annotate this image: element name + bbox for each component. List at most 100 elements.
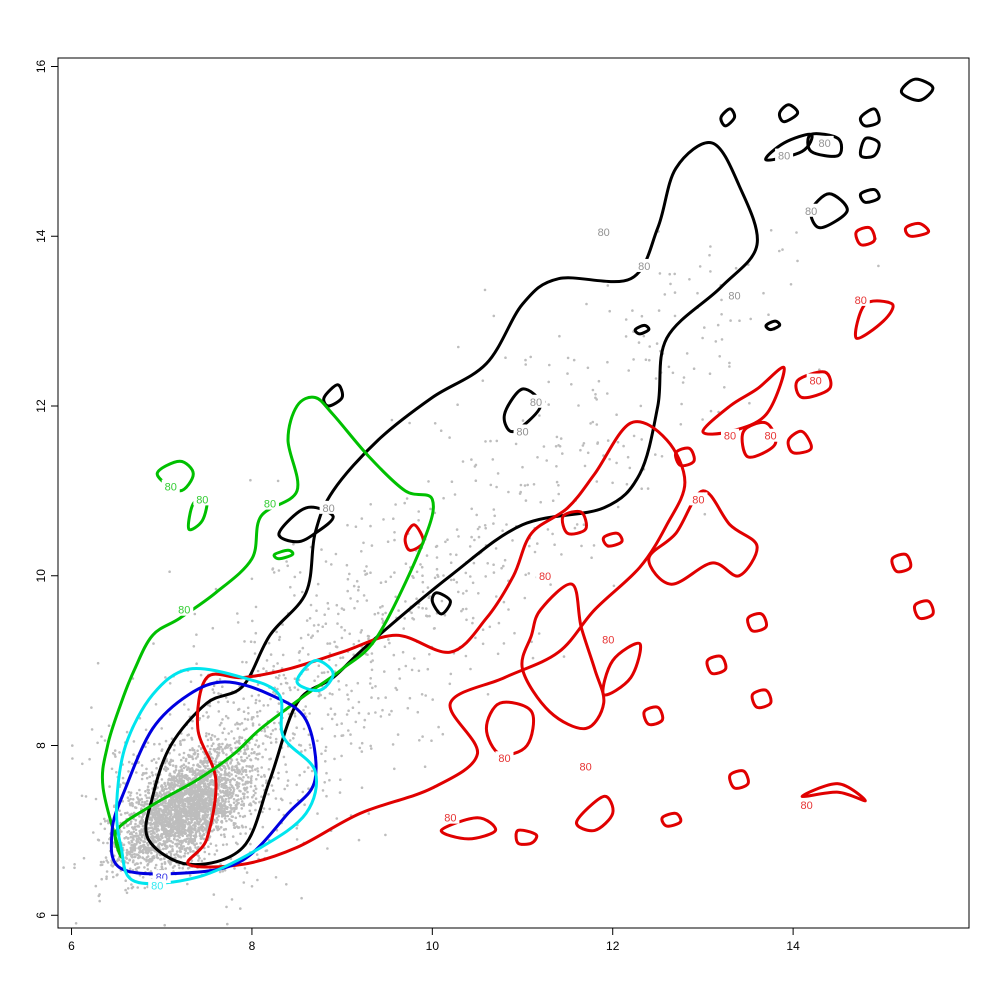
contour-label-background [775, 148, 794, 162]
scatter-point [156, 821, 160, 825]
scatter-point [105, 875, 108, 878]
scatter-point [207, 845, 210, 848]
scatter-point [178, 817, 181, 821]
scatter-point [186, 787, 189, 791]
scatter-point [226, 814, 230, 818]
scatter-point [701, 418, 704, 421]
scatter-point [174, 764, 178, 768]
scatter-point [150, 851, 153, 855]
scatter-point [596, 442, 599, 445]
scatter-point [278, 638, 281, 642]
scatter-point [209, 842, 213, 846]
scatter-point [201, 714, 205, 718]
scatter-point [300, 750, 303, 753]
scatter-point [557, 444, 560, 447]
contour-line [109, 680, 318, 876]
scatter-point [151, 823, 154, 826]
scatter-point [615, 413, 618, 417]
scatter-point [311, 634, 315, 637]
contour-level-label: 80 [801, 800, 813, 812]
scatter-point [106, 841, 109, 845]
scatter-point [136, 886, 139, 889]
scatter-point [371, 686, 374, 690]
scatter-point [326, 713, 330, 716]
scatter-point [211, 757, 214, 760]
scatter-point [262, 667, 265, 670]
scatter-point [226, 716, 230, 720]
contour-line [575, 794, 615, 833]
scatter-point [642, 334, 646, 338]
scatter-point [175, 812, 179, 815]
scatter-point [82, 856, 86, 860]
scatter-point [412, 576, 415, 579]
scatter-point [229, 762, 232, 765]
scatter-point [278, 674, 281, 677]
scatter-point [242, 710, 246, 713]
scatter-point [144, 849, 148, 853]
scatter-point [228, 791, 232, 794]
contour-line [913, 599, 935, 621]
scatter-point [461, 592, 465, 595]
scatter-point [254, 698, 258, 702]
scatter-point [184, 832, 188, 835]
scatter-point [762, 291, 765, 295]
scatter-point [530, 640, 533, 644]
scatter-point [112, 875, 115, 879]
scatter-point [384, 611, 387, 615]
scatter-point [144, 728, 148, 732]
scatter-point [166, 833, 169, 836]
scatter-point [172, 748, 176, 752]
x-tick-label: 12 [606, 939, 620, 953]
scatter-point [154, 813, 157, 816]
scatter-point [156, 813, 159, 817]
scatter-point [511, 539, 514, 542]
scatter-point [271, 729, 275, 732]
contour-line [903, 221, 931, 238]
scatter-point [818, 368, 821, 372]
scatter-point [417, 606, 421, 609]
scatter-point [734, 266, 738, 270]
scatter-point [133, 826, 136, 830]
scatter-point [252, 751, 256, 755]
contour-line [740, 421, 778, 459]
scatter-point [362, 541, 365, 545]
contour-line [601, 641, 643, 697]
scatter-point [720, 313, 723, 316]
scatter-point [137, 825, 141, 828]
scatter-point [257, 745, 260, 749]
scatter-point [183, 776, 186, 780]
scatter-point [201, 762, 204, 766]
scatter-point [254, 768, 257, 771]
scatter-point [709, 245, 712, 248]
scatter-point [188, 815, 191, 818]
scatter-point [624, 335, 628, 338]
scatter-point [234, 783, 238, 787]
scatter-point [207, 732, 211, 736]
scatter-point [302, 727, 306, 731]
scatter-point [226, 793, 230, 796]
scatter-point [270, 784, 274, 787]
scatter-point [533, 550, 537, 554]
scatter-point [392, 653, 396, 657]
scatter-point [308, 617, 312, 620]
contour-line [777, 103, 800, 124]
scatter-point [138, 798, 142, 802]
scatter-point [233, 806, 236, 810]
scatter-point [284, 677, 287, 680]
scatter-point [327, 607, 330, 610]
scatter-point [218, 723, 222, 727]
scatter-point [417, 519, 420, 522]
scatter-point [595, 398, 598, 401]
scatter-point [167, 836, 171, 840]
scatter-point [260, 775, 263, 779]
scatter-point [180, 831, 184, 835]
scatter-point [471, 581, 475, 585]
scatter-point [166, 813, 169, 817]
scatter-point [356, 600, 359, 603]
scatter-point [219, 745, 223, 749]
scatter-point [325, 771, 328, 775]
scatter-point [125, 730, 129, 734]
y-tick-label: 8 [34, 742, 48, 749]
scatter-point [162, 789, 165, 793]
scatter-point [254, 757, 258, 760]
